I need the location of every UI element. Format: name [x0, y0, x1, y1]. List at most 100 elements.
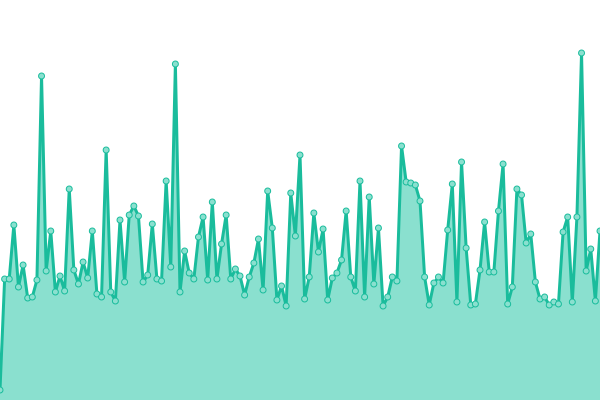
data-point-4 — [14, 283, 22, 291]
data-point-46 — [208, 198, 216, 206]
data-point-18 — [79, 258, 87, 266]
data-point-103 — [471, 300, 479, 308]
data-point-23 — [102, 146, 110, 154]
data-point-69 — [314, 248, 322, 256]
data-point-64 — [291, 232, 299, 240]
data-point-118 — [541, 293, 549, 301]
data-point-14 — [61, 287, 69, 295]
data-point-52 — [236, 272, 244, 280]
data-point-38 — [171, 60, 179, 68]
data-point-37 — [167, 263, 175, 271]
data-point-55 — [250, 259, 258, 267]
data-point-28 — [125, 211, 133, 219]
data-point-83 — [379, 302, 387, 310]
data-point-50 — [227, 275, 235, 283]
data-point-68 — [310, 209, 318, 217]
data-point-13 — [56, 272, 64, 280]
data-point-110 — [504, 300, 512, 308]
data-point-24 — [107, 288, 115, 296]
data-point-30 — [134, 212, 142, 220]
data-point-123 — [564, 213, 572, 221]
data-point-32 — [144, 271, 152, 279]
data-point-71 — [324, 296, 332, 304]
data-point-111 — [508, 283, 516, 291]
area-fill — [0, 53, 600, 400]
data-point-90 — [411, 181, 419, 189]
data-point-114 — [522, 239, 530, 247]
data-point-82 — [374, 224, 382, 232]
data-point-112 — [513, 185, 521, 193]
data-points — [0, 49, 600, 394]
data-point-80 — [365, 193, 373, 201]
data-point-87 — [398, 142, 406, 150]
data-point-95 — [434, 273, 442, 281]
data-point-81 — [370, 280, 378, 288]
data-point-104 — [476, 266, 484, 274]
data-point-26 — [116, 216, 124, 224]
data-point-48 — [218, 240, 226, 248]
data-point-9 — [38, 72, 46, 80]
data-point-19 — [84, 274, 92, 282]
data-point-43 — [194, 233, 202, 241]
data-point-29 — [130, 202, 138, 210]
data-point-35 — [158, 277, 166, 285]
data-point-107 — [490, 268, 498, 276]
data-point-79 — [361, 293, 369, 301]
data-point-91 — [416, 197, 424, 205]
data-point-8 — [33, 276, 41, 284]
data-point-61 — [278, 282, 286, 290]
data-point-15 — [65, 185, 73, 193]
data-point-42 — [190, 275, 198, 283]
data-point-57 — [259, 286, 267, 294]
data-point-10 — [42, 267, 50, 275]
data-point-128 — [587, 245, 595, 253]
data-point-97 — [444, 226, 452, 234]
data-point-127 — [582, 267, 590, 275]
data-point-100 — [458, 158, 466, 166]
data-point-3 — [10, 221, 18, 229]
data-point-70 — [319, 225, 327, 233]
data-point-78 — [356, 177, 364, 185]
data-point-60 — [273, 296, 281, 304]
data-point-108 — [494, 207, 502, 215]
data-point-98 — [448, 180, 456, 188]
data-point-122 — [559, 228, 567, 236]
data-point-54 — [245, 273, 253, 281]
data-point-73 — [333, 269, 341, 277]
data-point-44 — [199, 213, 207, 221]
data-point-121 — [554, 300, 562, 308]
data-point-65 — [296, 151, 304, 159]
data-point-16 — [70, 266, 78, 274]
data-point-67 — [305, 273, 313, 281]
data-point-124 — [568, 298, 576, 306]
data-point-33 — [148, 220, 156, 228]
data-point-12 — [51, 288, 59, 296]
data-point-0 — [0, 386, 4, 394]
data-point-93 — [425, 301, 433, 309]
data-point-58 — [264, 187, 272, 195]
data-point-49 — [222, 211, 230, 219]
data-point-41 — [185, 269, 193, 277]
data-point-51 — [231, 265, 239, 273]
data-point-2 — [5, 275, 13, 283]
data-point-94 — [430, 279, 438, 287]
data-point-36 — [162, 177, 170, 185]
data-point-47 — [213, 275, 221, 283]
data-point-75 — [342, 207, 350, 215]
data-point-101 — [462, 244, 470, 252]
data-point-62 — [282, 302, 290, 310]
data-point-45 — [204, 276, 212, 284]
data-point-126 — [578, 49, 586, 57]
data-point-129 — [591, 297, 599, 305]
data-point-116 — [531, 278, 539, 286]
data-point-53 — [241, 291, 249, 299]
data-point-39 — [176, 288, 184, 296]
data-point-76 — [347, 273, 355, 281]
data-point-92 — [421, 273, 429, 281]
data-point-130 — [596, 227, 600, 235]
data-point-113 — [518, 191, 526, 199]
data-point-66 — [301, 295, 309, 303]
data-point-109 — [499, 160, 507, 168]
data-point-99 — [453, 298, 461, 306]
